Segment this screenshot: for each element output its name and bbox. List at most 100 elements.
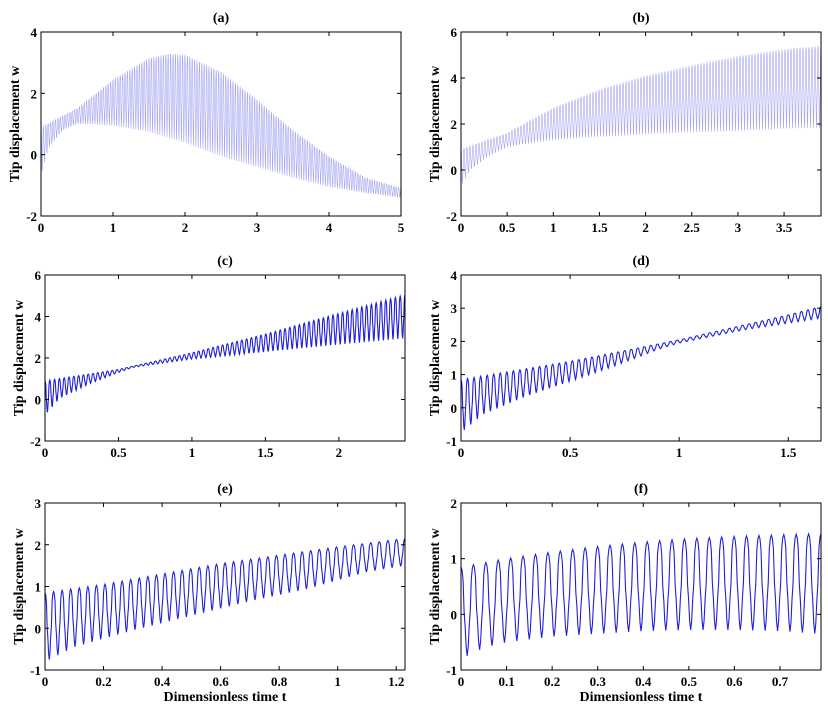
y-tick-label: 2	[31, 86, 38, 101]
y-tick-label: 6	[35, 268, 42, 283]
x-tick-label: 0.5	[499, 220, 516, 235]
x-tick-label: 3.5	[776, 220, 793, 235]
y-tick-label: 4	[31, 25, 38, 40]
x-tick-label: 1	[334, 674, 341, 689]
y-tick-label: -2	[446, 209, 457, 224]
x-tick-label: 3	[254, 220, 261, 235]
x-tick-label: 4	[326, 220, 333, 235]
x-tick-label: 0	[38, 220, 45, 235]
y-tick-label: 0	[31, 148, 38, 163]
x-tick-label: 2	[642, 220, 649, 235]
x-tick-label: 2.5	[684, 220, 701, 235]
y-tick-label: -2	[26, 209, 37, 224]
panel-title: (e)	[217, 482, 233, 497]
x-tick-label: 3	[735, 220, 742, 235]
x-tick-label: 0	[458, 674, 465, 689]
y-tick-label: 2	[451, 334, 458, 349]
x-tick-label: 1	[110, 220, 117, 235]
x-tick-label: 0.5	[681, 674, 698, 689]
y-tick-label: 0	[35, 393, 42, 408]
y-axis-label: Tip displacement w	[12, 299, 27, 416]
plot-frame	[40, 31, 402, 217]
y-tick-label: -1	[446, 663, 457, 678]
x-tick-label: 0	[42, 674, 49, 689]
y-tick-label: 1	[451, 552, 458, 567]
series-line	[461, 45, 821, 184]
x-tick-label: 5	[398, 220, 405, 235]
x-axis-label: Dimensionless time t	[164, 690, 287, 705]
panel-title: (d)	[632, 254, 649, 269]
series-line	[45, 293, 405, 413]
y-tick-label: 3	[451, 301, 458, 316]
x-tick-label: 0.4	[635, 674, 652, 689]
x-tick-label: 0	[42, 445, 49, 460]
plot-frame	[44, 274, 406, 442]
x-tick-label: 0.8	[271, 674, 288, 689]
y-tick-label: 4	[35, 310, 42, 325]
plot-frame	[460, 31, 822, 217]
x-tick-label: 0.6	[726, 674, 743, 689]
x-tick-label: 0	[458, 445, 465, 460]
plot-frame	[460, 502, 822, 671]
y-axis-label: Tip displacement w	[12, 527, 27, 644]
y-tick-label: 0	[35, 621, 42, 636]
y-tick-label: 2	[451, 117, 458, 132]
x-tick-label: 1.5	[257, 445, 274, 460]
y-tick-label: 2	[35, 538, 42, 553]
x-tick-label: 1	[550, 220, 557, 235]
panel-title: (c)	[217, 254, 233, 269]
y-tick-label: 4	[451, 268, 458, 283]
x-tick-label: 0.5	[562, 445, 579, 460]
x-tick-label: 2	[336, 445, 343, 460]
y-tick-label: 1	[451, 368, 458, 383]
x-tick-label: 2	[182, 220, 189, 235]
series-line	[41, 53, 401, 198]
plot-frame	[460, 274, 822, 442]
x-tick-label: 0.3	[590, 674, 607, 689]
y-tick-label: 0	[451, 401, 458, 416]
y-tick-label: 1	[35, 580, 42, 595]
y-axis-label: Tip displacement w	[428, 527, 443, 644]
y-tick-label: 2	[451, 496, 458, 511]
x-tick-label: 0.2	[544, 674, 560, 689]
x-tick-label: 0.1	[498, 674, 514, 689]
x-tick-label: 0.7	[772, 674, 789, 689]
panel-title: (b)	[632, 11, 649, 26]
y-axis-label: Tip displacement w	[8, 65, 23, 182]
y-tick-label: -2	[30, 434, 41, 449]
y-tick-label: 6	[451, 25, 458, 40]
x-tick-label: 1.5	[591, 220, 608, 235]
x-tick-label: 0.5	[110, 445, 127, 460]
series-line	[461, 532, 821, 656]
panel-title: (a)	[213, 11, 230, 26]
x-tick-label: 0.4	[154, 674, 171, 689]
x-tick-label: 1	[189, 445, 196, 460]
y-tick-label: -1	[446, 434, 457, 449]
x-tick-label: 1.2	[388, 674, 404, 689]
x-tick-label: 0.2	[95, 674, 111, 689]
series-line	[461, 306, 821, 431]
x-tick-label: 0	[458, 220, 465, 235]
panel-title: (f)	[634, 482, 648, 497]
y-tick-label: -1	[30, 663, 41, 678]
y-tick-label: 0	[451, 163, 458, 178]
series-line	[45, 538, 405, 660]
x-tick-label: 0.6	[212, 674, 229, 689]
x-axis-label: Dimensionless time t	[580, 690, 703, 705]
plot-frame	[44, 502, 406, 671]
y-tick-label: 2	[35, 351, 42, 366]
y-tick-label: 4	[451, 71, 458, 86]
x-tick-label: 1	[676, 445, 683, 460]
y-tick-label: 0	[451, 607, 458, 622]
y-axis-label: Tip displacement w	[428, 65, 443, 182]
y-tick-label: 3	[35, 496, 42, 511]
x-tick-label: 1.5	[780, 445, 797, 460]
y-axis-label: Tip displacement w	[428, 299, 443, 416]
